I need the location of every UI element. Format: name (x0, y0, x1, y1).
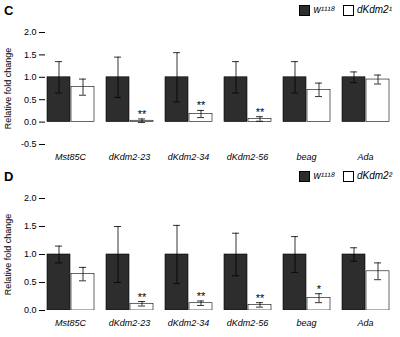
svg-text:*: * (317, 283, 322, 295)
svg-text:1.5: 1.5 (24, 221, 37, 231)
svg-text:Mst85C: Mst85C (55, 152, 87, 162)
svg-text:0.5: 0.5 (24, 277, 37, 287)
html-text:D: D (4, 168, 14, 184)
svg-text:dKdm2-23: dKdm2-23 (109, 152, 151, 162)
svg-text:dKdm2-56: dKdm2-56 (227, 318, 269, 328)
svg-text:**: ** (197, 290, 206, 302)
svg-text:**: ** (256, 292, 265, 304)
svg-text:dKdm2-34: dKdm2-34 (168, 152, 210, 162)
html-text:w¹¹¹⁸: w¹¹¹⁸ (313, 170, 335, 182)
svg-text:**: ** (138, 108, 147, 120)
svg-text:0.0: 0.0 (24, 117, 37, 127)
svg-text:0.5: 0.5 (24, 95, 37, 105)
svg-text:Ada: Ada (356, 152, 373, 162)
svg-text:dKdm2-23: dKdm2-23 (109, 318, 151, 328)
svg-text:1.0: 1.0 (24, 249, 37, 259)
svg-text:beag: beag (296, 318, 316, 328)
svg-text:Relative fold change: Relative fold change (3, 48, 13, 130)
svg-text:Ada: Ada (356, 318, 373, 328)
html-text:dKdm2²: dKdm2² (357, 170, 392, 182)
svg-text:0.0: 0.0 (24, 305, 37, 315)
svg-text:Mst85C: Mst85C (55, 318, 87, 328)
svg-text:**: ** (138, 291, 147, 303)
svg-text:1.5: 1.5 (24, 50, 37, 60)
svg-text:Relative fold change: Relative fold change (3, 214, 13, 296)
svg-text:1.0: 1.0 (24, 72, 37, 82)
html-text:C: C (4, 2, 14, 18)
svg-text:2.0: 2.0 (24, 193, 37, 203)
svg-text:2.0: 2.0 (24, 27, 37, 37)
svg-text:**: ** (197, 99, 206, 111)
svg-text:**: ** (256, 106, 265, 118)
svg-text:beag: beag (296, 152, 316, 162)
svg-text:-0.5: -0.5 (21, 139, 37, 149)
svg-text:dKdm2-56: dKdm2-56 (227, 152, 269, 162)
html-text:dKdm2¹: dKdm2¹ (357, 4, 392, 16)
svg-text:dKdm2-34: dKdm2-34 (168, 318, 210, 328)
html-text:w¹¹¹⁸: w¹¹¹⁸ (313, 4, 335, 16)
